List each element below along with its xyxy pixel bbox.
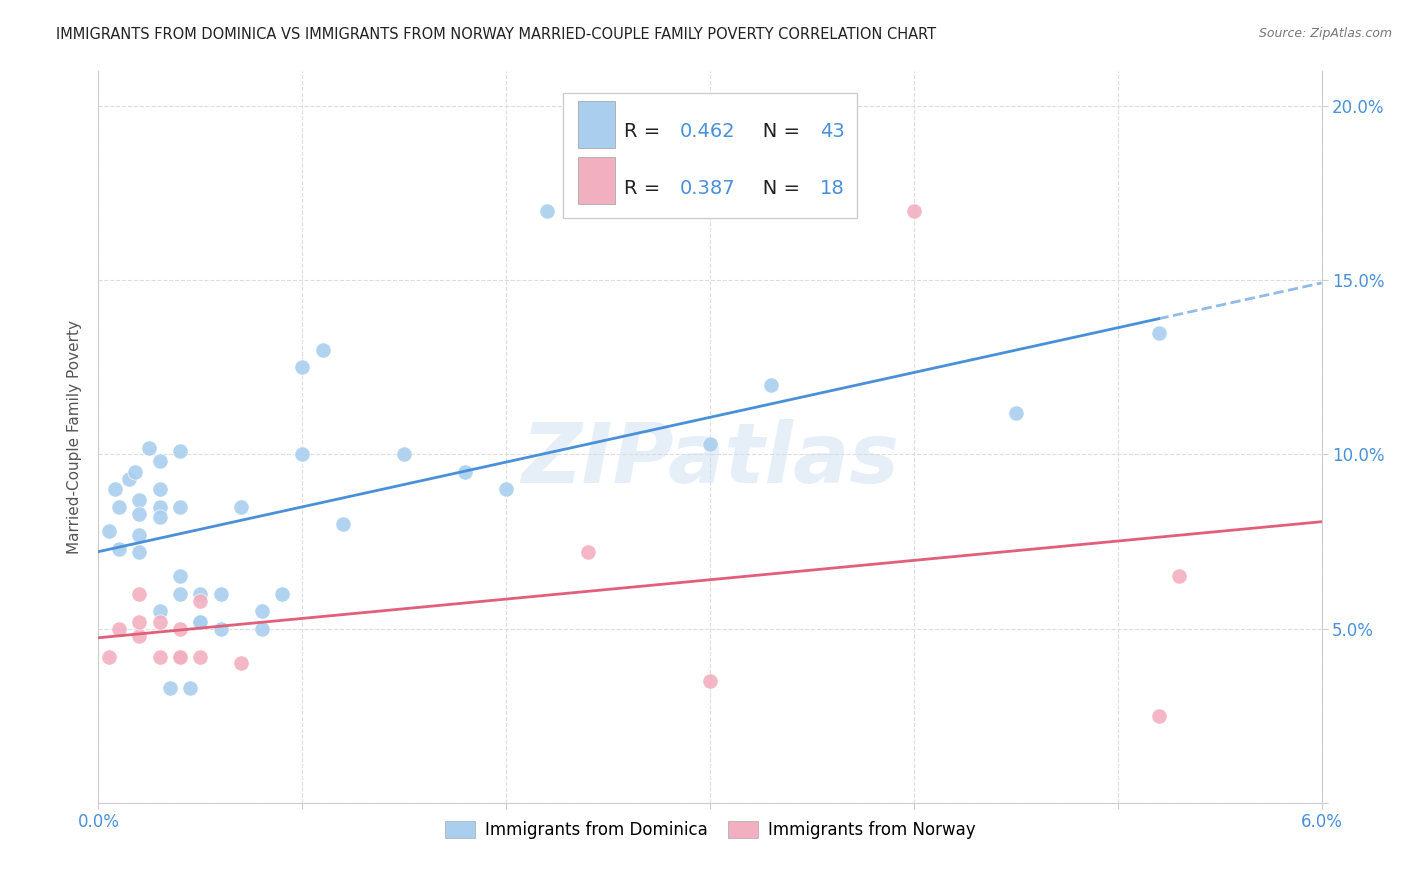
Point <box>188 615 212 629</box>
Point <box>97 649 120 664</box>
Point <box>903 203 925 218</box>
Point <box>169 587 191 601</box>
Point <box>169 649 191 664</box>
Point <box>311 343 335 357</box>
Point <box>231 500 253 514</box>
Point <box>128 545 150 559</box>
Point <box>188 587 212 601</box>
Point <box>128 527 150 541</box>
Point <box>97 524 120 538</box>
Point <box>149 615 172 629</box>
Point <box>128 507 150 521</box>
Point <box>149 500 172 514</box>
Point <box>1167 569 1189 583</box>
Point <box>188 649 212 664</box>
Point <box>536 203 558 218</box>
Point <box>209 622 232 636</box>
Point <box>179 681 201 695</box>
Point <box>699 437 721 451</box>
Point <box>1147 708 1170 723</box>
Point <box>149 510 172 524</box>
Point <box>188 615 212 629</box>
Point <box>118 472 141 486</box>
Point <box>104 483 127 497</box>
Point <box>270 587 292 601</box>
Point <box>128 615 150 629</box>
Point <box>576 545 599 559</box>
Text: N =: N = <box>744 122 807 141</box>
FancyBboxPatch shape <box>564 94 856 218</box>
Text: 0.387: 0.387 <box>679 179 735 198</box>
Point <box>128 492 150 507</box>
Point <box>108 622 131 636</box>
Point <box>149 604 172 618</box>
Y-axis label: Married-Couple Family Poverty: Married-Couple Family Poverty <box>67 320 83 554</box>
Point <box>169 622 191 636</box>
Point <box>108 541 131 556</box>
Point <box>392 448 416 462</box>
Text: 43: 43 <box>820 122 845 141</box>
Point <box>149 649 172 664</box>
Text: ZIPatlas: ZIPatlas <box>522 418 898 500</box>
Point <box>495 483 517 497</box>
Text: Source: ZipAtlas.com: Source: ZipAtlas.com <box>1258 27 1392 40</box>
Point <box>169 444 191 458</box>
Point <box>1004 406 1026 420</box>
Text: R =: R = <box>624 122 666 141</box>
Point <box>291 360 314 375</box>
Point <box>169 500 191 514</box>
Text: IMMIGRANTS FROM DOMINICA VS IMMIGRANTS FROM NORWAY MARRIED-COUPLE FAMILY POVERTY: IMMIGRANTS FROM DOMINICA VS IMMIGRANTS F… <box>56 27 936 42</box>
FancyBboxPatch shape <box>578 101 614 148</box>
Point <box>169 569 191 583</box>
Point <box>761 377 783 392</box>
Point <box>188 594 212 608</box>
Text: R =: R = <box>624 179 666 198</box>
Point <box>332 517 354 532</box>
Text: N =: N = <box>744 179 807 198</box>
Point <box>138 441 160 455</box>
Point <box>209 587 232 601</box>
Point <box>1147 326 1170 340</box>
Point <box>169 649 191 664</box>
Point <box>699 673 721 688</box>
Point <box>128 587 150 601</box>
Legend: Immigrants from Dominica, Immigrants from Norway: Immigrants from Dominica, Immigrants fro… <box>439 814 981 846</box>
Text: 0.462: 0.462 <box>679 122 735 141</box>
Point <box>291 448 314 462</box>
FancyBboxPatch shape <box>578 157 614 204</box>
Point <box>231 657 253 671</box>
Text: 18: 18 <box>820 179 845 198</box>
Point <box>149 454 172 468</box>
Point <box>250 622 273 636</box>
Point <box>124 465 146 479</box>
Point <box>128 629 150 643</box>
Point <box>250 604 273 618</box>
Point <box>149 483 172 497</box>
Point <box>454 465 477 479</box>
Point <box>108 500 131 514</box>
Point <box>159 681 181 695</box>
